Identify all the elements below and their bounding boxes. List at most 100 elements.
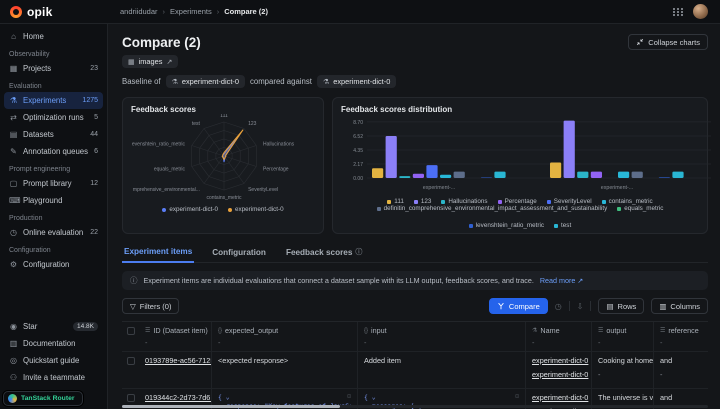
bar-contains-metric-group-0[interactable] <box>440 174 452 178</box>
radar-legend-item-0[interactable]: experiment-dict-0 <box>162 206 218 213</box>
sidebar-item-count: 44 <box>90 131 98 138</box>
breadcrumb-item-experiments[interactable]: Experiments <box>170 7 212 16</box>
filters-button[interactable]: ▽ Filters (0) <box>122 298 180 314</box>
horizontal-scrollbar-thumb[interactable] <box>122 405 340 408</box>
compare-button[interactable]: Compare <box>488 298 548 314</box>
row-checkbox-cell <box>122 352 139 388</box>
bar-legend-item-123[interactable]: 123 <box>413 198 431 205</box>
tab-experiment-items[interactable]: Experiment items <box>122 243 195 263</box>
collapse-charts-button[interactable]: Collapse charts <box>628 34 708 50</box>
radar-axis-label: Percentage <box>263 167 289 173</box>
bar-levenshtein-ratio-metric-group-0[interactable] <box>480 177 492 179</box>
bar-chart[interactable]: 0.00 2.17 4.35 6.52 8.70 experiment-... experi… <box>341 114 713 196</box>
columns-icon: ▥ <box>659 301 667 311</box>
bar-legend-item-levenshtein-ratio-metric[interactable]: levenshtein_ratio_metric <box>468 222 544 229</box>
column-header-input[interactable]: {} input - <box>358 322 526 351</box>
flask-icon: ⚗ <box>9 96 18 105</box>
sidebar-item-experiments[interactable]: ⚗ Experiments 1275 <box>4 92 103 109</box>
apps-grid-icon[interactable] <box>673 7 684 16</box>
avatar[interactable] <box>693 4 708 19</box>
legend-label: 111 <box>394 198 404 205</box>
table-row[interactable]: 0193789e-ac56-7125... <expected response>… <box>122 352 708 389</box>
expand-cell-icon[interactable]: ⊡ <box>347 393 351 400</box>
table-header-row: ☰ID (Dataset item)ⓘ-{}expected_output-{}… <box>122 322 708 352</box>
sidebar-item-configuration[interactable]: ⚙ Configuration <box>4 256 103 273</box>
breadcrumb[interactable]: andriidudar › Experiments › Compare (2) <box>108 7 673 16</box>
sidebar-item-playground[interactable]: ⌨ Playground <box>4 192 103 209</box>
bar-123-group-0[interactable] <box>385 136 397 178</box>
read-more-link[interactable]: Read more ↗ <box>539 276 584 285</box>
bar-legend-item-hallucinations[interactable]: Hallucinations <box>441 198 488 205</box>
bar-legend-item-definitin-comprehensive-environmental-impact-assessment-and-sustainability[interactable]: definitin_comprehensive_environmental_im… <box>376 205 607 212</box>
radar-chart[interactable]: 111 123 Hallucinations Percentage SeverityLe… <box>131 113 317 204</box>
download-icon[interactable]: ⇩ <box>576 301 584 311</box>
breadcrumb-item-compare-2[interactable]: Compare (2) <box>224 7 268 16</box>
select-all-checkbox[interactable] <box>126 327 135 335</box>
column-header-name[interactable]: ⚗ Name - <box>526 322 592 351</box>
tanstack-router-badge[interactable]: TanStack Router <box>3 391 83 406</box>
bar-legend-item-111[interactable]: 111 <box>387 198 404 205</box>
sidebar-item-online-evaluation[interactable]: ◷ Online evaluation 22 <box>4 224 103 241</box>
experiment-name-link[interactable]: experiment-dict-0 <box>532 370 589 379</box>
bar-test-group-0[interactable] <box>494 171 506 178</box>
bar-legend-item-percentage[interactable]: Percentage <box>497 198 537 205</box>
sidebar-item-projects[interactable]: ▦ Projects 23 <box>4 60 103 77</box>
sidebar-item-annotation-queues[interactable]: ✎ Annotation queues 6 <box>4 143 103 160</box>
column-header-expected-output[interactable]: {} expected_output - <box>212 322 358 351</box>
sidebar-footer-documentation[interactable]: ▥ Documentation <box>4 335 103 352</box>
bar-legend-item-contains-metric[interactable]: contains_metric <box>601 198 653 205</box>
column-header-output[interactable]: ☰ output - <box>592 322 654 351</box>
opik-logo[interactable]: opik <box>0 5 108 19</box>
radar-legend-item-1[interactable]: experiment-dict-0 <box>228 206 284 213</box>
info-icon: ⓘ <box>130 276 138 285</box>
bar-legend-item-equals-metric[interactable]: equals_metric <box>617 205 663 212</box>
dataset-item-link[interactable]: 0193789e-ac56-7125... <box>145 356 211 365</box>
tab-feedback-scores[interactable]: Feedback scores ⓘ <box>284 243 364 262</box>
bar-contains-metric-group-1[interactable] <box>618 171 630 178</box>
bar-hallucinations-group-1[interactable] <box>577 171 589 178</box>
online-icon: ◷ <box>10 228 17 237</box>
bar-percentage-group-0[interactable] <box>412 173 424 178</box>
row-checkbox[interactable] <box>126 394 135 402</box>
column-header-label: expected_output <box>225 326 279 335</box>
rows-button[interactable]: ▤ Rows <box>598 298 645 314</box>
bar-legend-item-severitylevel[interactable]: SeverityLevel <box>546 198 592 205</box>
bar-123-group-1[interactable] <box>563 120 575 178</box>
dataset-item-link[interactable]: 019344c2-2d73-7d6... <box>145 393 212 402</box>
topbar: opik andriidudar › Experiments › Compare (2) <box>0 0 720 24</box>
bar-levenshtein-ratio-metric-group-1[interactable] <box>658 177 670 178</box>
sidebar-item-prompt-library[interactable]: ▢ Prompt library 12 <box>4 175 103 192</box>
tab-configuration[interactable]: Configuration <box>210 243 268 262</box>
column-header-reference[interactable]: ☰ reference - <box>654 322 708 351</box>
bar-percentage-group-1[interactable] <box>590 171 602 178</box>
experiment-name-link[interactable]: experiment-dict-0 <box>532 407 588 409</box>
baseline-experiment-tag[interactable]: ⚗ experiment-dict-0 <box>165 75 245 88</box>
column-aggregation: - <box>364 338 367 347</box>
reference-value: and <box>660 393 673 402</box>
sidebar-footer-quickstart-guide[interactable]: ◎ Quickstart guide <box>4 352 103 369</box>
bar-111-group-1[interactable] <box>550 162 562 179</box>
experiment-name-link[interactable]: experiment-dict-0 <box>532 393 589 402</box>
bar-hallucinations-group-0[interactable] <box>399 176 411 178</box>
column-header-id-dataset-item[interactable]: ☰ID (Dataset item)ⓘ - <box>139 322 212 351</box>
bar-severitylevel-group-0[interactable] <box>426 165 438 178</box>
row-checkbox[interactable] <box>126 357 135 365</box>
breadcrumb-item-andriidudar[interactable]: andriidudar <box>120 7 158 16</box>
history-icon[interactable]: ◷ <box>554 301 562 311</box>
dataset-tag[interactable]: ▦ images ↗ <box>122 55 179 68</box>
bar-definitin-comprehensive-environmental-impact-assessment-and-sustainability-group-1[interactable] <box>631 171 643 178</box>
experiment-name-link[interactable]: experiment-dict-0 <box>532 356 589 365</box>
compared-experiment-tag[interactable]: ⚗ experiment-dict-0 <box>316 75 397 88</box>
sidebar-item-datasets[interactable]: ▤ Datasets 44 <box>4 126 103 143</box>
bar-111-group-0[interactable] <box>372 168 384 178</box>
sidebar-item-home[interactable]: ⌂ Home <box>4 28 103 45</box>
legend-dot-icon <box>413 199 418 204</box>
columns-button[interactable]: ▥ Columns <box>651 298 708 314</box>
expand-cell-icon[interactable]: ⊡ <box>515 393 519 400</box>
bar-definitin-comprehensive-environmental-impact-assessment-and-sustainability-group-0[interactable] <box>453 171 465 178</box>
sidebar-item-optimization-runs[interactable]: ⇄ Optimization runs 5 <box>4 109 103 126</box>
bar-legend-item-test[interactable]: test <box>554 222 571 229</box>
bar-test-group-1[interactable] <box>672 171 684 178</box>
sidebar-footer-invite-a-teammate[interactable]: ⚇ Invite a teammate <box>4 369 103 386</box>
sidebar-footer-star[interactable]: ◉ Star 14.8K <box>4 318 103 335</box>
